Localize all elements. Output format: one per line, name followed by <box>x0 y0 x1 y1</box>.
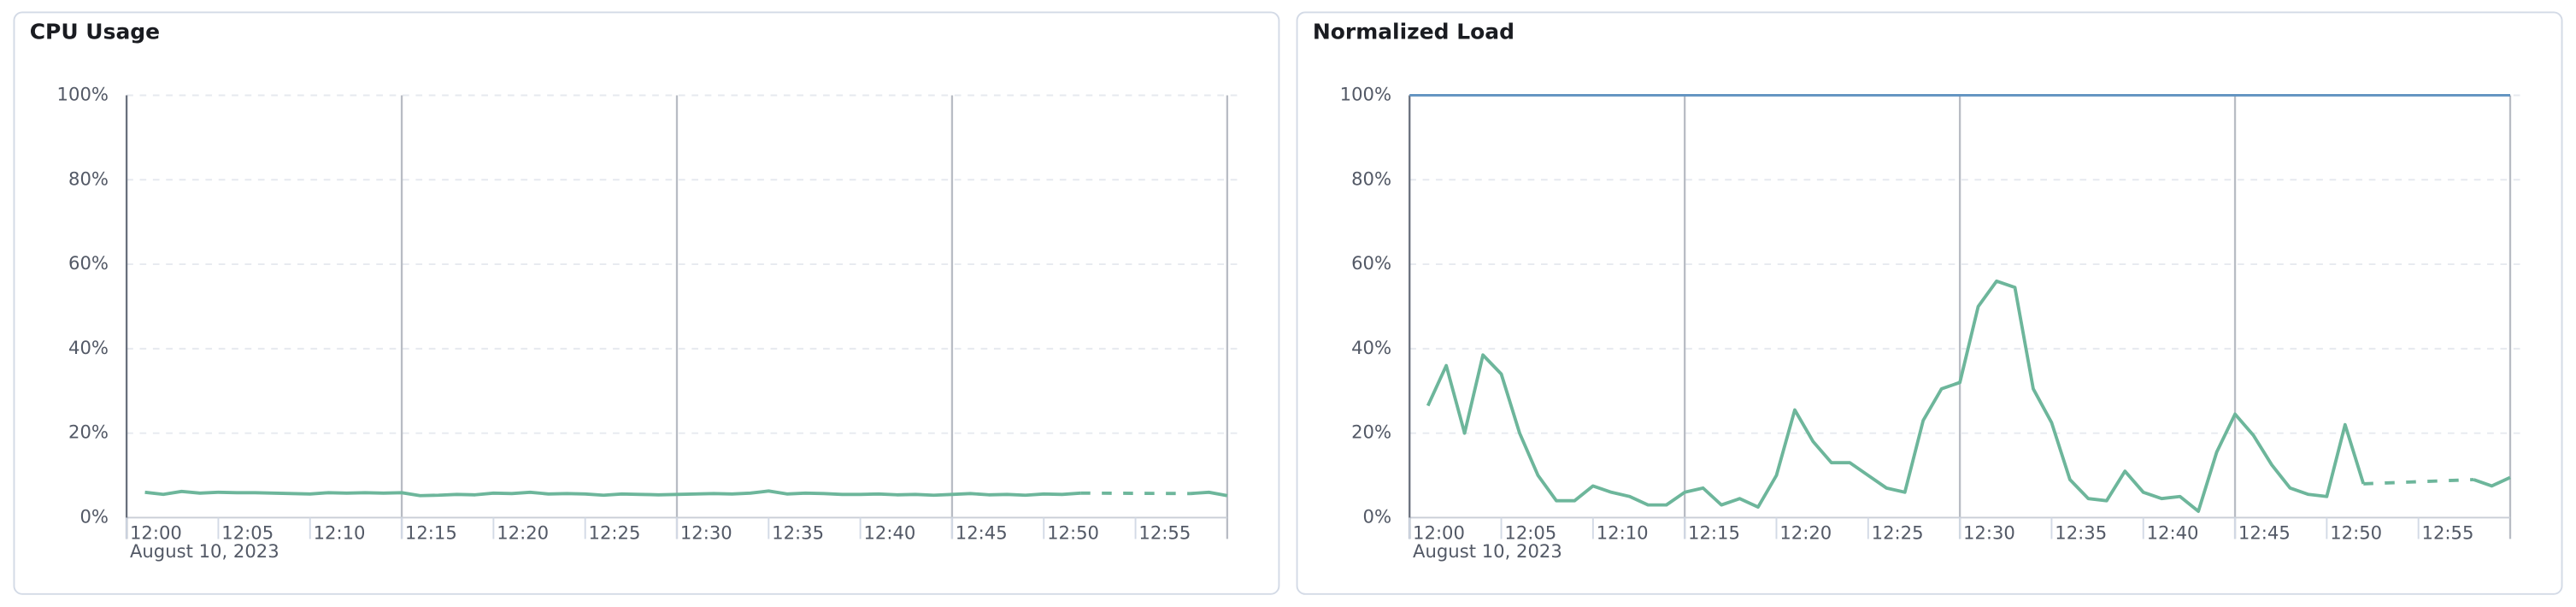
x-tick-label: 12:30 <box>680 522 732 544</box>
y-tick-label: 80% <box>68 168 109 189</box>
x-tick-label: 12:15 <box>1688 522 1740 544</box>
x-date-label: August 10, 2023 <box>1413 540 1562 562</box>
x-tick-label: 12:45 <box>2238 522 2291 544</box>
x-tick-label: 12:15 <box>405 522 457 544</box>
x-tick-label: 12:50 <box>1047 522 1099 544</box>
y-tick-label: 0% <box>79 505 109 527</box>
y-tick-label: 20% <box>1351 421 1391 443</box>
x-tick-label: 12:30 <box>1963 522 2015 544</box>
y-tick-label: 100% <box>57 83 109 104</box>
x-tick-label: 12:20 <box>497 522 549 544</box>
x-tick-label: 12:40 <box>863 522 915 544</box>
x-date-label: August 10, 2023 <box>130 540 279 562</box>
x-tick-label: 12:05 <box>221 522 273 544</box>
panel <box>13 11 1280 595</box>
x-tick-label: 12:05 <box>1504 522 1556 544</box>
y-tick-label: 100% <box>1340 83 1391 104</box>
series-line <box>1190 490 1228 498</box>
x-tick-label: 12:10 <box>1597 522 1649 544</box>
x-tick-label: 12:25 <box>1872 522 1924 544</box>
y-tick-label: 80% <box>1351 168 1391 189</box>
y-tick-label: 40% <box>1351 337 1391 358</box>
y-tick-label: 60% <box>1351 252 1391 274</box>
x-tick-label: 12:10 <box>314 522 366 544</box>
x-tick-label: 12:40 <box>2147 522 2199 544</box>
x-tick-label: 12:00 <box>130 522 182 544</box>
x-tick-label: 12:20 <box>1779 522 1832 544</box>
x-tick-label: 12:55 <box>1138 522 1191 544</box>
x-tick-label: 12:00 <box>1413 522 1465 544</box>
y-tick-label: 40% <box>68 337 109 358</box>
panel-title: Normalized Load <box>1313 19 1514 44</box>
panel-title: CPU Usage <box>30 19 160 44</box>
x-tick-label: 12:45 <box>956 522 1008 544</box>
x-tick-label: 12:25 <box>589 522 641 544</box>
series-line <box>1426 279 2366 513</box>
series-line <box>2473 475 2511 488</box>
panel <box>1296 11 2563 595</box>
y-tick-label: 20% <box>68 421 109 443</box>
y-tick-label: 60% <box>68 252 109 274</box>
x-tick-label: 12:50 <box>2330 522 2382 544</box>
y-tick-label: 0% <box>1363 505 1392 527</box>
x-tick-label: 12:35 <box>772 522 824 544</box>
series-line <box>144 489 1081 498</box>
x-tick-label: 12:55 <box>2422 522 2474 544</box>
x-tick-label: 12:35 <box>2055 522 2107 544</box>
gap-connector <box>2363 478 2474 486</box>
